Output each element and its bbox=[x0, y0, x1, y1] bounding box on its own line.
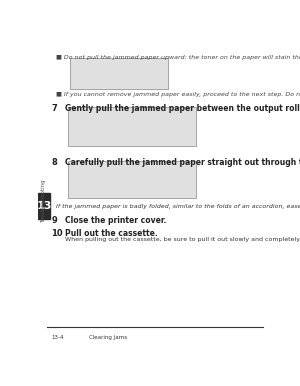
Text: Pull out the cassette.: Pull out the cassette. bbox=[65, 229, 158, 238]
Text: 8: 8 bbox=[52, 158, 57, 167]
Text: When pulling out the cassette, be sure to pull it out slowly and completely.: When pulling out the cassette, be sure t… bbox=[65, 237, 300, 242]
Bar bbox=[68, 107, 196, 146]
Text: Gently pull the jammed paper between the output rollers until the leading edge e: Gently pull the jammed paper between the… bbox=[65, 104, 300, 113]
Text: ■ Do not pull the jammed paper upward; the toner on the paper will stain the pri: ■ Do not pull the jammed paper upward; t… bbox=[56, 55, 300, 60]
Bar bbox=[70, 58, 168, 90]
Text: 9: 9 bbox=[52, 216, 57, 225]
Bar bbox=[68, 161, 196, 198]
Bar bbox=[38, 193, 50, 219]
Text: Close the printer cover.: Close the printer cover. bbox=[65, 216, 167, 225]
Text: 10: 10 bbox=[52, 229, 63, 238]
Text: If the jammed paper is badly folded, similar to the folds of an accordion, ease : If the jammed paper is badly folded, sim… bbox=[56, 205, 300, 210]
Text: ■ If you cannot remove jammed paper easily, proceed to the next step. Do not try: ■ If you cannot remove jammed paper easi… bbox=[56, 92, 300, 97]
Text: Carefully pull the jammed paper straight out through the rollers.: Carefully pull the jammed paper straight… bbox=[65, 158, 300, 167]
Text: 13: 13 bbox=[36, 201, 52, 211]
Text: Clearing Jams: Clearing Jams bbox=[89, 335, 127, 340]
Text: Troubleshooting: Troubleshooting bbox=[41, 179, 46, 223]
Text: 7: 7 bbox=[52, 104, 57, 113]
Text: 13-4: 13-4 bbox=[52, 335, 64, 340]
